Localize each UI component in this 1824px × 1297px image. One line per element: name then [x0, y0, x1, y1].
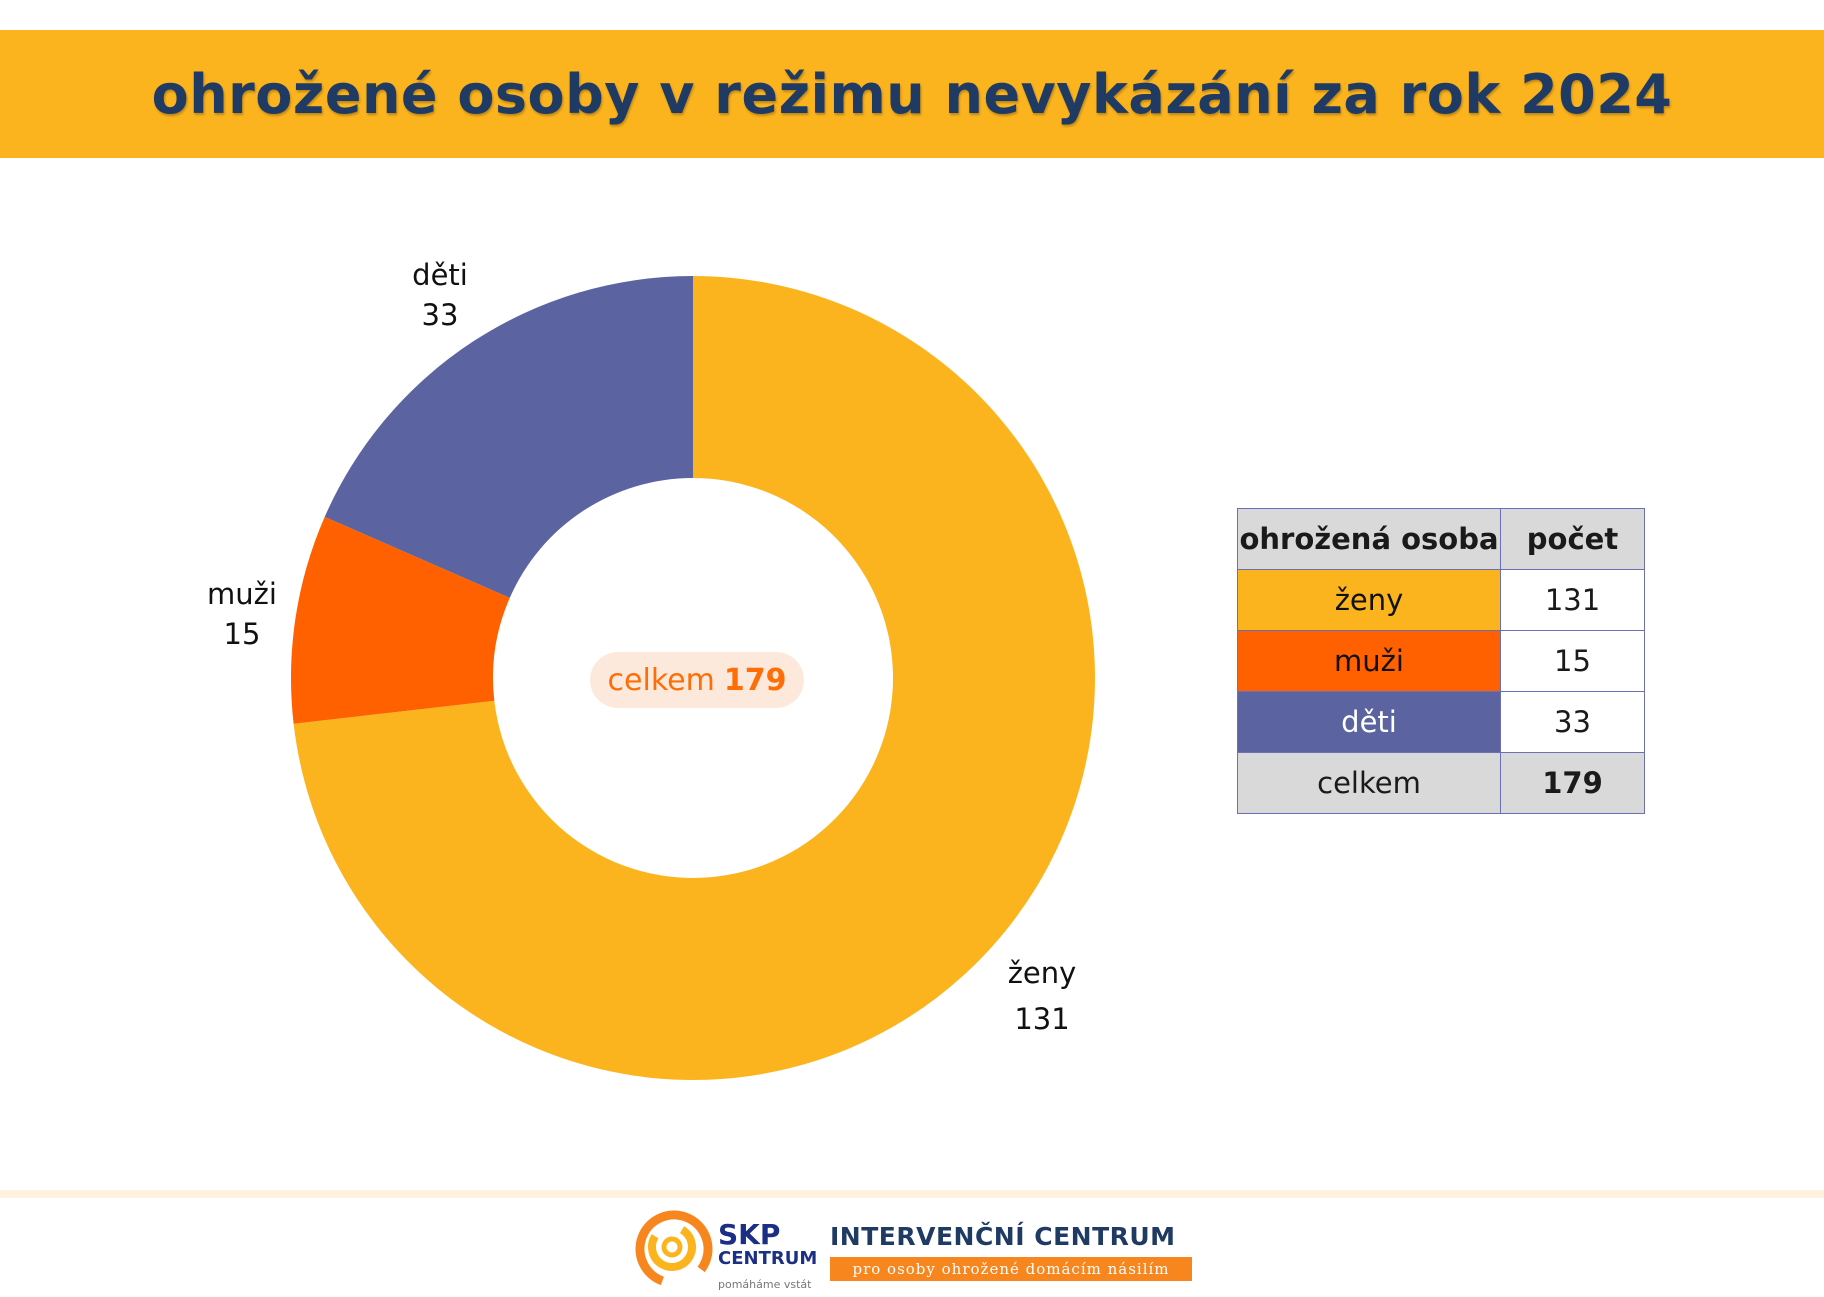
donut-slice-deti: [324, 275, 693, 598]
chart-title: ohrožené osoby v režimu nevykázání za ro…: [151, 62, 1673, 126]
table-header-row: ohrožená osoba počet: [1237, 508, 1645, 570]
slice-label-muzi-value: 15: [223, 617, 261, 651]
skp-line1: SKP: [718, 1218, 781, 1251]
total-pill-value: 179: [723, 662, 787, 698]
table-cell-label-deti: děti: [1237, 691, 1501, 753]
table-row: muži 15: [1237, 630, 1645, 692]
skp-wordmark: SKP CENTRUM pomáháme vstát: [718, 1218, 818, 1297]
donut-slice-muzi: [290, 516, 510, 724]
table-header-count: počet: [1500, 508, 1645, 570]
skp-centrum-logo: SKP CENTRUM pomáháme vstát: [632, 1205, 817, 1291]
ic-title: INTERVENČNÍ CENTRUM: [830, 1222, 1176, 1251]
slice-label-muzi: muži 15: [172, 574, 312, 654]
table-row: děti 33: [1237, 691, 1645, 753]
table-cell-count-muzi: 15: [1500, 630, 1645, 692]
skp-tagline: pomáháme vstát: [718, 1278, 812, 1291]
table-cell-count-deti: 33: [1500, 691, 1645, 753]
table-cell-label-muzi: muži: [1237, 630, 1501, 692]
header-band: ohrožené osoby v režimu nevykázání za ro…: [0, 30, 1824, 158]
skp-line2: CENTRUM: [718, 1248, 818, 1269]
slice-label-zeny-value: 131: [1014, 1002, 1070, 1036]
skp-swirl-icon: [635, 1210, 713, 1288]
donut-slice-zeny: [293, 276, 1095, 1080]
table-cell-count-zeny: 131: [1500, 569, 1645, 631]
table-cell-total-count: 179: [1500, 752, 1645, 814]
intervencni-centrum-logo: INTERVENČNÍ CENTRUM pro osoby ohrožené d…: [830, 1222, 1192, 1281]
total-pill: celkem 179: [590, 652, 804, 708]
table-row: ženy 131: [1237, 569, 1645, 631]
total-pill-label: celkem: [607, 662, 715, 698]
table-total-row: celkem 179: [1237, 752, 1645, 814]
ic-subtitle: pro osoby ohrožené domácím násilím: [830, 1257, 1192, 1281]
slice-label-deti: děti 33: [370, 255, 510, 335]
slice-label-zeny-name: ženy: [1007, 956, 1077, 990]
table-cell-label-zeny: ženy: [1237, 569, 1501, 631]
table-header-person: ohrožená osoba: [1237, 508, 1501, 570]
slice-label-deti-value: 33: [421, 298, 459, 332]
slice-label-zeny: ženy 131: [972, 950, 1112, 1042]
summary-table: ohrožená osoba počet ženy 131 muži 15 dě…: [1237, 508, 1645, 814]
slice-label-deti-name: děti: [412, 258, 468, 292]
slice-label-muzi-name: muži: [207, 577, 277, 611]
footer-divider: [0, 1190, 1824, 1198]
table-cell-total-label: celkem: [1237, 752, 1501, 814]
